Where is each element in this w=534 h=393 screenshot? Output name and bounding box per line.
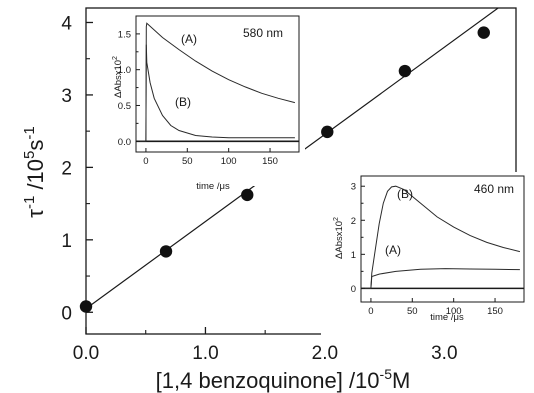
inset-460nm-frame — [360, 175, 525, 303]
inset-580nm-curve-label-b: (B) — [175, 95, 191, 109]
trace-line — [362, 268, 520, 289]
data-point — [398, 64, 412, 78]
y-axis-title-part: τ — [23, 209, 48, 218]
data-point — [241, 188, 254, 202]
inset-x-tick-label: 50 — [182, 156, 193, 167]
inset-580nm-x-tick-labels: 0 50 100 150 — [143, 156, 278, 167]
inset-460nm-ticks — [361, 185, 496, 302]
inset-y-tick-label: 0.0 — [118, 137, 131, 148]
inset-460nm-background — [321, 172, 530, 336]
y-tick-label: 2 — [61, 158, 72, 179]
y-axis-title-part: 5 — [21, 151, 38, 159]
inset-460nm: 0 50 100 150 0 1 2 3 460 nm (B) (A) time /μs Δ… — [321, 172, 530, 336]
inset-x-tick-label: 50 — [407, 306, 418, 317]
inset-460nm-y-axis-title: ΔAbsx102 — [333, 217, 345, 259]
inset-580nm-y-tick-labels: 0.0 0.5 1.0 1.5 — [118, 29, 131, 147]
y-tick-label: 3 — [61, 86, 72, 107]
inset-y-tick-label: 0 — [351, 284, 356, 295]
y-axis-title-part: s — [23, 140, 48, 151]
inset-580nm-y-axis-title-text: ΔAbsx10 — [113, 60, 124, 98]
inset-y-tick-label: 1 — [351, 250, 356, 261]
y-axis-title: τ-1 /105s-1 — [21, 126, 48, 217]
x-tick-label: 0.0 — [73, 343, 99, 364]
inset-y-tick-label: 1.5 — [118, 29, 131, 40]
y-axis-title-part: -1 — [21, 196, 38, 209]
inset-x-tick-label: 100 — [446, 306, 462, 317]
trace-line — [137, 44, 295, 142]
inset-460nm-y-tick-labels: 0 1 2 3 — [351, 182, 356, 295]
inset-460nm-y-axis-title-text: ΔAbsx10 — [334, 221, 345, 259]
inset-y-tick-label: 1.0 — [118, 65, 131, 76]
inset-460nm-wavelength-label: 460 nm — [474, 182, 514, 196]
x-axis-title: [1,4 benzoquinone] /10-5M — [156, 366, 411, 393]
main-plot-frame — [85, 7, 517, 335]
inset-y-tick-label: 0.5 — [118, 101, 131, 112]
inset-460nm-x-axis-title: time /μs — [430, 312, 464, 323]
inset-580nm-y-axis-title-exponent: 2 — [112, 56, 119, 60]
inset-460nm-curve-label-b: (B) — [397, 187, 413, 201]
inset-460nm-traces — [361, 185, 524, 290]
inset-580nm-wavelength-label: 580 nm — [243, 26, 283, 40]
x-tick-labels: 0.0 1.0 2.0 3.0 — [73, 343, 458, 364]
x-axis-title-unit: M — [392, 368, 410, 393]
inset-580nm-curve-label-a: (A) — [181, 32, 197, 46]
x-tick-label: 3.0 — [431, 343, 457, 364]
x-axis-title-exponent: -5 — [380, 366, 393, 382]
trace-line — [137, 22, 296, 142]
data-point — [321, 125, 334, 139]
y-axis-title-part: /10 — [23, 159, 48, 196]
inset-580nm: 0 50 100 150 0.0 0.5 1.0 1.5 580 nm (A) (B) ti… — [96, 12, 305, 192]
inset-580nm-x-axis-title: time /μs — [196, 181, 230, 192]
inset-460nm-x-tick-labels: 0 50 100 150 — [368, 306, 503, 317]
data-point — [159, 245, 173, 258]
inset-y-tick-label: 3 — [351, 182, 356, 193]
inset-580nm-frame — [135, 15, 300, 153]
y-tick-label: 4 — [61, 13, 72, 34]
inset-460nm-y-axis-title-exponent: 2 — [333, 217, 340, 221]
inset-y-tick-label: 2 — [351, 216, 356, 227]
inset-x-tick-label: 150 — [487, 306, 503, 317]
inset-x-tick-label: 0 — [143, 156, 148, 167]
inset-580nm-ticks — [136, 33, 271, 152]
inset-x-tick-label: 0 — [368, 306, 373, 317]
main-chart: 0.0 1.0 2.0 3.0 0 1 2 3 4 [1,4 benzoquinone] /1… — [21, 7, 517, 393]
x-axis-title-text: [1,4 benzoquinone] /10 — [156, 368, 380, 393]
inset-460nm-curve-label-a: (A) — [385, 243, 401, 257]
data-point — [79, 300, 93, 313]
data-points — [79, 26, 490, 313]
y-tick-labels: 0 1 2 3 4 — [61, 13, 72, 324]
trace-line — [362, 185, 521, 289]
x-tick-label: 2.0 — [312, 343, 338, 364]
inset-x-tick-label: 150 — [262, 156, 278, 167]
inset-580nm-background — [96, 12, 305, 186]
inset-580nm-traces — [136, 22, 299, 143]
y-tick-label: 0 — [61, 303, 72, 324]
data-point — [477, 26, 490, 39]
y-tick-label: 1 — [61, 231, 72, 252]
inset-x-tick-label: 100 — [221, 156, 237, 167]
inset-580nm-y-axis-title: ΔAbsx102 — [112, 56, 124, 98]
x-tick-label: 1.0 — [192, 343, 218, 364]
y-axis-title-part: -1 — [21, 126, 38, 139]
